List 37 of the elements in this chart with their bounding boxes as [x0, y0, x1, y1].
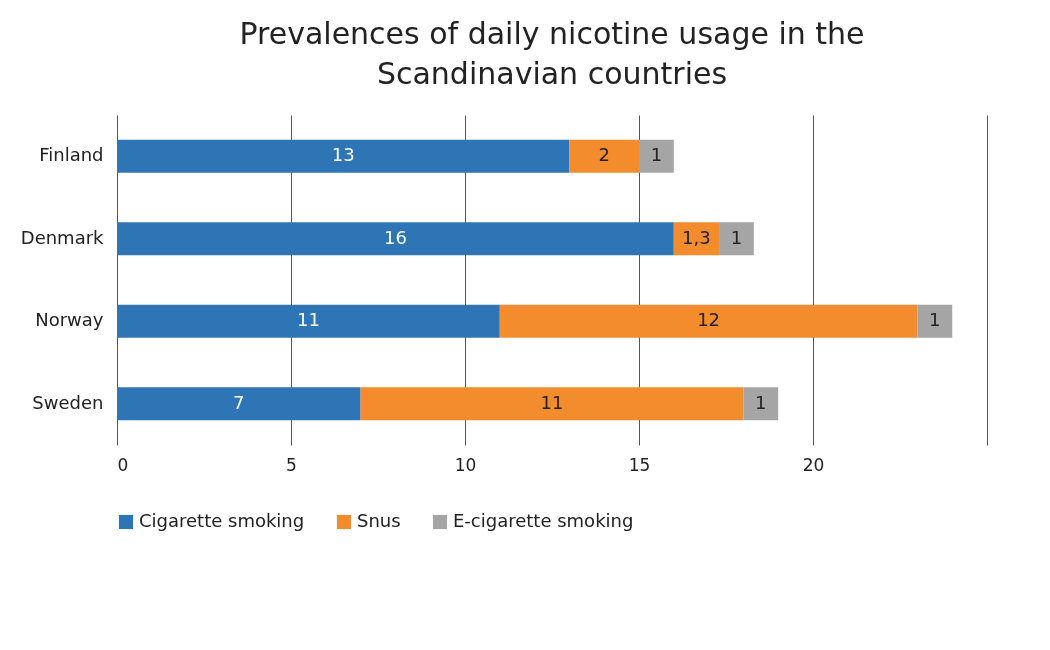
bar	[117, 139, 570, 173]
data-label: 13	[331, 144, 355, 166]
y-tick-label: Denmark	[20, 226, 105, 248]
bar	[743, 387, 779, 421]
bar	[673, 222, 720, 256]
y-tick-label: Norway	[35, 309, 104, 331]
data-label: 1	[929, 309, 941, 331]
data-label: 1	[730, 226, 743, 248]
bar	[639, 139, 674, 173]
x-tick-label: 15	[628, 454, 651, 475]
data-label: 1,3	[682, 226, 711, 248]
x-tick-label: 20	[802, 454, 825, 475]
data-label: 7	[233, 391, 245, 413]
x-tick-label: 10	[454, 454, 477, 475]
bar	[719, 222, 754, 256]
legend-label: Snus	[357, 510, 401, 531]
x-tick-label: 5	[286, 454, 297, 475]
y-tick-label: Sweden	[32, 391, 104, 413]
data-label: 1	[755, 391, 767, 413]
legend-label: Cigarette smoking	[139, 510, 305, 531]
bar	[117, 222, 674, 256]
chart-title: Prevalences of daily nicotine usage in the Scandinavian countries	[239, 16, 865, 91]
bar	[499, 304, 918, 338]
bar	[117, 304, 500, 338]
data-label: 1	[650, 144, 663, 166]
data-label: 12	[697, 309, 721, 331]
data-label: 11	[296, 309, 320, 331]
data-label: 11	[540, 391, 564, 413]
bar	[569, 139, 639, 173]
data-label: 2	[598, 144, 610, 166]
x-tick-label: 0	[117, 454, 129, 475]
bar	[117, 387, 361, 421]
bar	[360, 387, 744, 421]
bar	[917, 304, 953, 338]
data-label: 16	[383, 226, 407, 248]
legend-label: E-cigarette smoking	[453, 510, 634, 531]
y-tick-label: Finland	[39, 144, 104, 166]
